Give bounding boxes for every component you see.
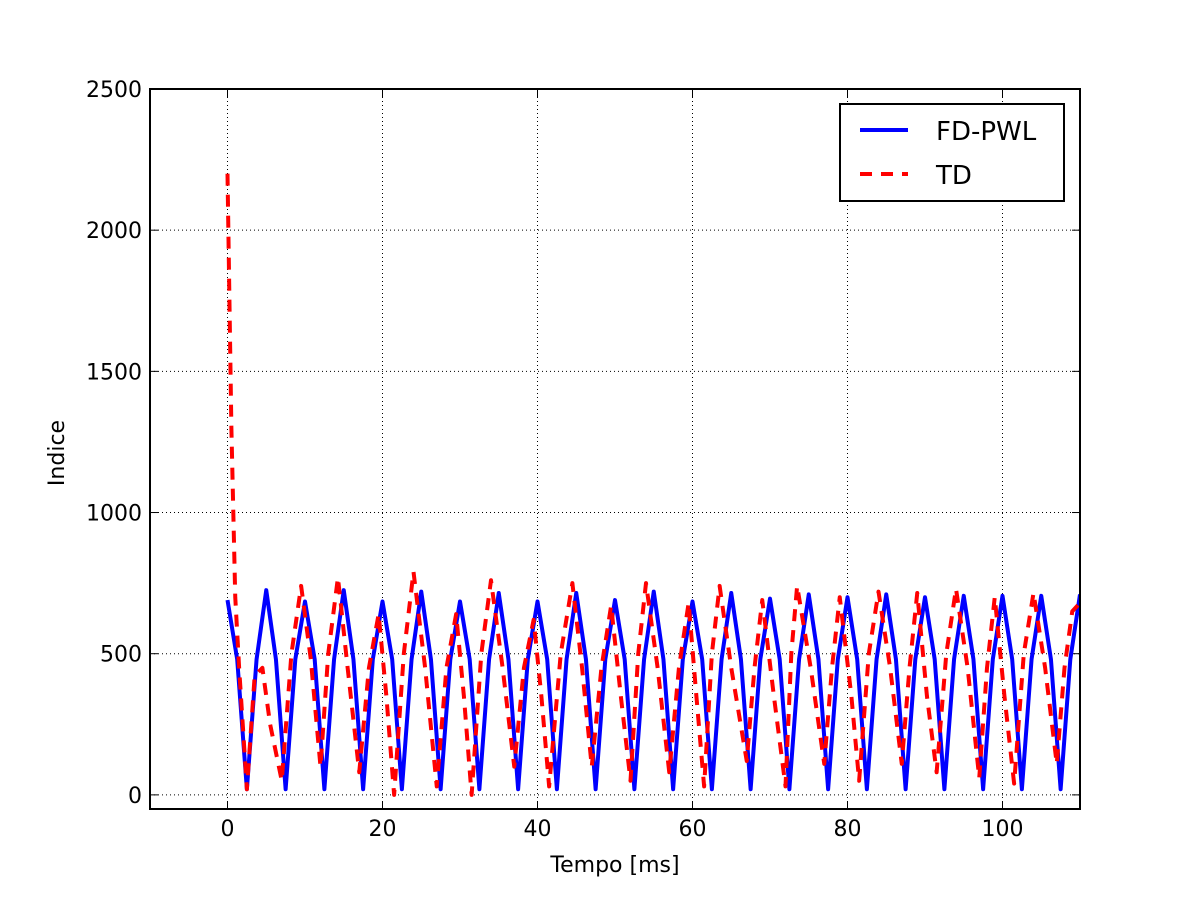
- legend-label: TD: [935, 161, 972, 191]
- x-tick-label: 0: [221, 817, 235, 842]
- y-tick-label: 1500: [86, 360, 142, 385]
- y-tick-label: 1000: [86, 502, 142, 527]
- x-tick-label: 60: [679, 817, 707, 842]
- y-axis-label: Indice: [45, 420, 70, 486]
- x-tick-label: 40: [524, 817, 552, 842]
- data-line: [225, 588, 1080, 792]
- legend-label: FD-PWL: [936, 117, 1037, 147]
- x-axis-label: Tempo [ms]: [549, 853, 679, 878]
- y-tick-label: 0: [128, 784, 142, 809]
- y-tick-label: 2500: [86, 78, 142, 103]
- legend: FD-PWL TD: [839, 103, 1065, 202]
- x-tick-label: 20: [369, 817, 397, 842]
- x-tick-label: 100: [982, 817, 1024, 842]
- plot-area: [225, 173, 1080, 797]
- x-tick-label: 80: [834, 817, 862, 842]
- data-line: [225, 173, 1080, 797]
- y-tick-label: 500: [100, 643, 142, 668]
- legend-box: [839, 103, 1065, 202]
- y-tick-label: 2000: [86, 219, 142, 244]
- plot-frame: [149, 88, 1081, 810]
